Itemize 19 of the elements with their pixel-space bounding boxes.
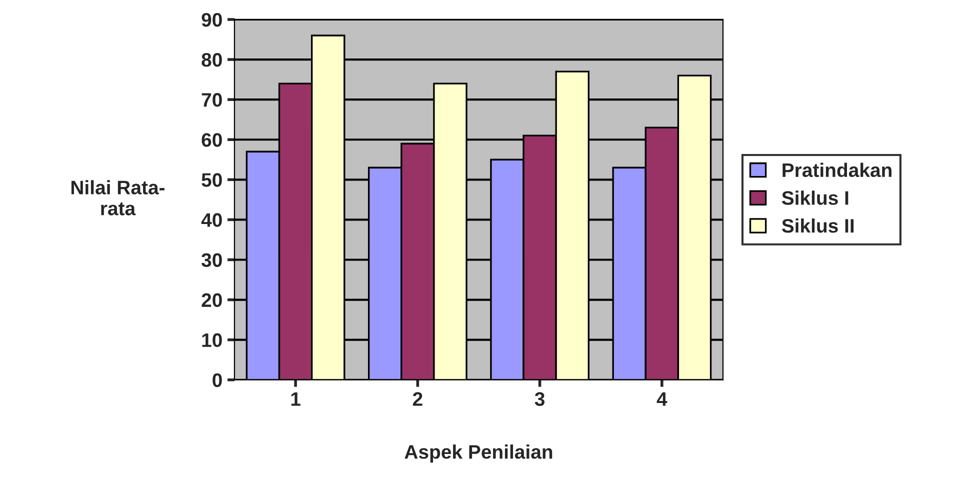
- y-axis-title: Nilai Rata- rata: [71, 180, 164, 216]
- x-axis-title: Aspek Penilaian: [404, 444, 552, 463]
- x-tick-label: 4: [656, 392, 668, 406]
- y-tick-label: 80: [202, 52, 222, 67]
- legend-label: Pratindakan: [782, 162, 892, 178]
- y-tick-label: 40: [201, 213, 222, 227]
- y-tick-label: 20: [202, 293, 222, 308]
- y-tick-label: 90: [202, 12, 222, 27]
- x-tick-label: 3: [534, 392, 544, 406]
- y-tick-label: 10: [202, 333, 222, 348]
- x-tick-label: 2: [412, 392, 422, 406]
- x-tick-label: 1: [291, 392, 300, 406]
- y-tick-label: 50: [202, 173, 222, 187]
- y-tick-label: 30: [201, 253, 222, 267]
- legend-label: Siklus I: [782, 190, 848, 205]
- y-tick-label: 60: [202, 133, 222, 147]
- y-tick-label: 0: [212, 373, 222, 388]
- legend-label: Siklus II: [782, 218, 854, 233]
- y-tick-label: 70: [202, 93, 222, 107]
